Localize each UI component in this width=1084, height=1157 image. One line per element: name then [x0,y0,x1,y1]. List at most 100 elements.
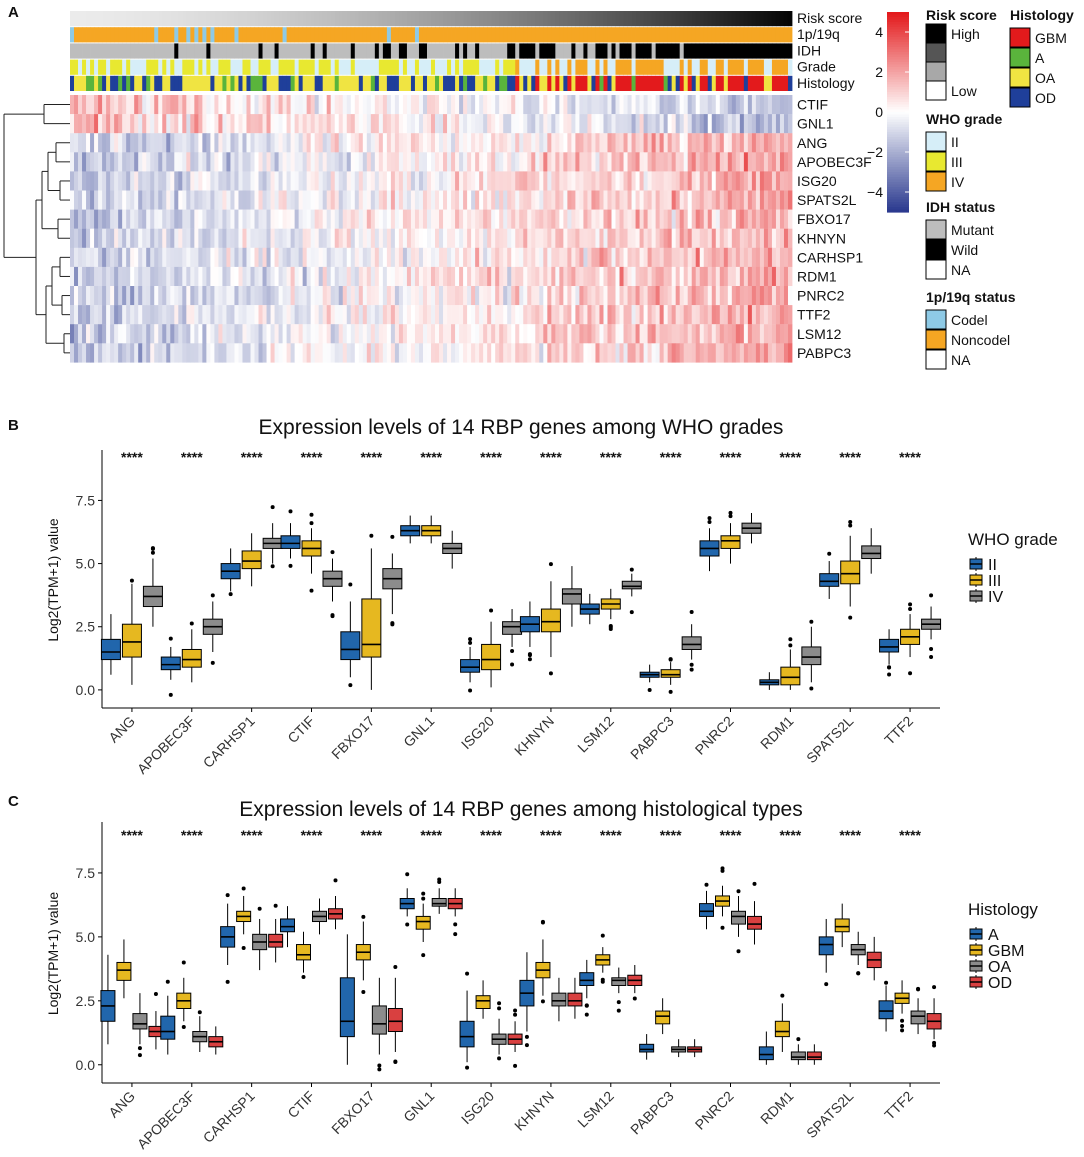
outlier-point [916,987,921,992]
heatmap-cell [515,133,520,153]
heatmap-cell [719,324,725,344]
heatmap-cell [334,266,340,287]
idh-cell [731,43,737,59]
heatmap-cell [74,286,79,306]
heatmap-cell [787,133,793,153]
heatmap-cell [162,266,167,287]
outlier-point [780,993,785,998]
color-bar-step [887,97,909,101]
legend-swatch-histology [1009,47,1031,68]
heatmap-cell [495,286,500,306]
heatmap-cell [382,228,388,248]
heatmap-cell [150,171,155,191]
histology-cell [715,75,721,91]
heatmap-cell [318,152,324,172]
heatmap-cell [599,266,604,287]
heatmap-cell [535,95,540,115]
risk-score-cell [439,11,444,27]
outlier-point [527,652,532,657]
heatmap-cell [210,266,215,287]
heatmap-cell [615,228,620,248]
color-bar-step [887,182,909,186]
grade-cell [467,59,472,75]
heatmap-cell [619,247,624,268]
x-tick-label: CARHSP1 [200,1088,258,1146]
risk-score-cell [443,11,448,27]
heatmap-cell [158,171,163,191]
grade-cell [234,59,239,75]
histology-cell [475,75,480,91]
heatmap-cell [258,171,263,191]
heatmap-cell [475,133,480,153]
heatmap-cell [126,190,131,210]
heatmap-cell [575,95,580,115]
heatmap-cell [671,324,677,344]
heatmap-cell [767,305,773,325]
heatmap-cell [699,190,705,210]
heatmap-cell [439,286,444,306]
histology-cell [575,75,580,91]
codel-cell [82,27,87,43]
heatmap-cell [162,95,167,115]
risk-score-cell [727,11,733,27]
heatmap-cell [731,190,737,210]
heatmap-cell [451,95,456,115]
heatmap-cell [575,343,580,363]
heatmap-cell [603,152,608,172]
heatmap-cell [350,190,356,210]
heatmap-cell [783,247,789,268]
idh-cell [74,43,79,59]
heatmap-cell [667,114,673,134]
heatmap-cell [675,286,681,306]
legend-item-who: II [951,134,959,150]
idh-cell [499,43,504,59]
heatmap-cell [547,190,552,210]
heatmap-cell [346,209,352,229]
heatmap-cell [695,190,701,210]
heatmap-cell [575,305,580,325]
idh-cell [711,43,717,59]
heatmap-cell [675,95,681,115]
heatmap-cell [86,209,91,229]
heatmap-cell [154,247,159,268]
heatmap-cell [302,152,308,172]
codel-cell [687,27,693,43]
heatmap-cell [559,343,564,363]
outlier-point [348,683,353,688]
heatmap-cell [138,247,143,268]
heatmap-cell [314,133,320,153]
box [481,643,502,671]
histology-cell [414,75,420,91]
outlier-point [513,1012,518,1017]
heatmap-cell [158,247,163,268]
heatmap-cell [703,247,709,268]
significance-label: **** [779,449,801,465]
color-bar-step [887,202,909,206]
idh-cell [591,43,596,59]
heatmap-cell [306,266,312,287]
color-bar-step [887,167,909,171]
grade-cell [651,59,657,75]
heatmap-cell [683,228,689,248]
heatmap-cell [86,95,91,115]
heatmap-cell [723,152,729,172]
heatmap-cell [170,343,175,363]
heatmap-cell [527,266,532,287]
heatmap-cell [306,247,312,268]
heatmap-cell [523,152,528,172]
heatmap-cell [535,152,540,172]
heatmap-cell [563,190,568,210]
histology-cell [202,75,207,91]
heatmap-cell [86,247,91,268]
heatmap-cell [146,286,151,306]
heatmap-cell [78,114,83,134]
heatmap-cell [146,190,151,210]
heatmap-cell [290,228,296,248]
annotation-label: 1p/19q [797,26,840,42]
grade-cell [414,59,420,75]
heatmap-cell [242,114,247,134]
heatmap-cell [779,286,785,306]
outlier-point [510,648,515,653]
heatmap-cell [635,190,640,210]
heatmap-cell [623,114,628,134]
